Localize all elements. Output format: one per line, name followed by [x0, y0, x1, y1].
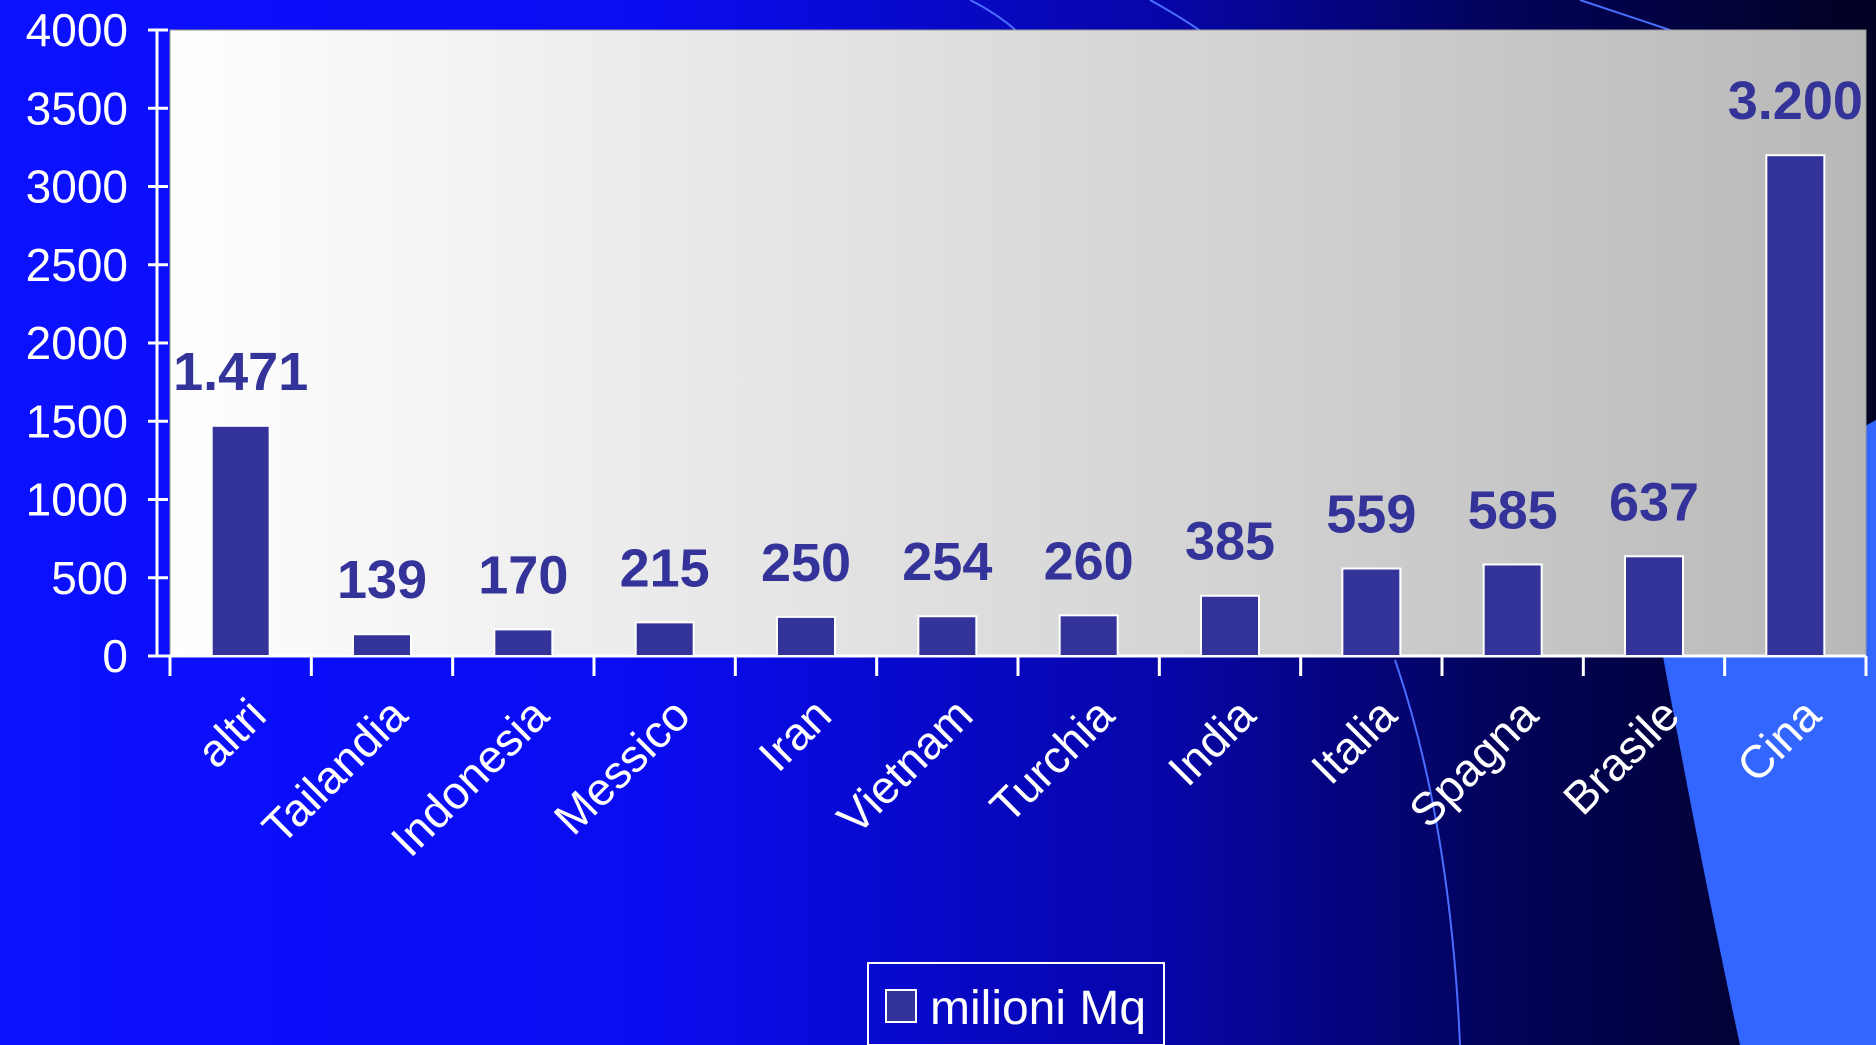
data-label: 260: [1044, 531, 1134, 591]
data-label: 170: [478, 545, 568, 605]
data-label: 385: [1185, 512, 1275, 572]
y-tick-label: 0: [102, 630, 128, 682]
bar-iran: [776, 615, 836, 657]
y-tick-label: 2500: [26, 239, 128, 291]
y-tick-label: 500: [51, 552, 128, 604]
bar-altri: [210, 424, 271, 658]
bar-brasile: [1624, 555, 1684, 658]
bar-messico: [634, 621, 695, 657]
x-tick-label: Spagna: [1399, 688, 1548, 837]
plot-area: [169, 29, 1867, 657]
legend: milioni Mq: [867, 962, 1165, 1045]
data-label: 254: [902, 532, 992, 592]
bar-turchia: [1058, 614, 1119, 657]
x-axis: [157, 654, 1868, 676]
data-label: 637: [1609, 472, 1699, 532]
y-tick-label: 3500: [26, 82, 128, 134]
x-tick-label: Iran: [748, 688, 841, 781]
data-label: 1.471: [173, 342, 308, 402]
x-tick-label: Brasile: [1553, 688, 1689, 824]
legend-box: [867, 962, 1165, 1045]
bar-series: [210, 154, 1826, 658]
y-tick-label: 2000: [26, 317, 128, 369]
bar-indonesia: [493, 628, 554, 658]
bar-spagna: [1482, 563, 1543, 658]
x-tick-label: India: [1158, 688, 1266, 796]
y-tick-label: 3000: [26, 161, 128, 213]
x-tick-label: Messico: [544, 688, 700, 844]
data-label: 559: [1326, 485, 1416, 545]
x-tick-label: Indonesia: [381, 688, 559, 866]
data-label: 139: [337, 550, 427, 610]
x-tick-label: altri: [187, 688, 276, 777]
y-axis: 0 500 1000 1500 2000 2500 3000 3500 4000: [26, 4, 168, 682]
bar-tailandia: [352, 633, 412, 658]
bar-india: [1200, 594, 1260, 657]
data-label: 585: [1468, 480, 1558, 540]
x-tick-label: Turchia: [980, 688, 1124, 832]
data-label: 3.200: [1728, 71, 1863, 131]
x-tick-label: Vietnam: [827, 688, 983, 844]
y-tick-label: 1000: [26, 474, 128, 526]
bar-vietnam: [917, 615, 978, 658]
y-tick-label: 1500: [26, 395, 128, 447]
legend-swatch: [885, 989, 917, 1023]
decor-line: [1394, 659, 1461, 1045]
data-labels: 1.471 139 170 215 250 254 260 385 559 585 637 3.200: [173, 71, 1863, 610]
data-label: 250: [761, 533, 851, 593]
x-tick-label: Italia: [1301, 688, 1407, 794]
y-tick-label: 4000: [26, 4, 128, 56]
data-label: 215: [620, 538, 710, 598]
bar-italia: [1341, 567, 1402, 657]
legend-label: milioni Mq: [930, 982, 1146, 1035]
bar-cina: [1765, 154, 1826, 657]
